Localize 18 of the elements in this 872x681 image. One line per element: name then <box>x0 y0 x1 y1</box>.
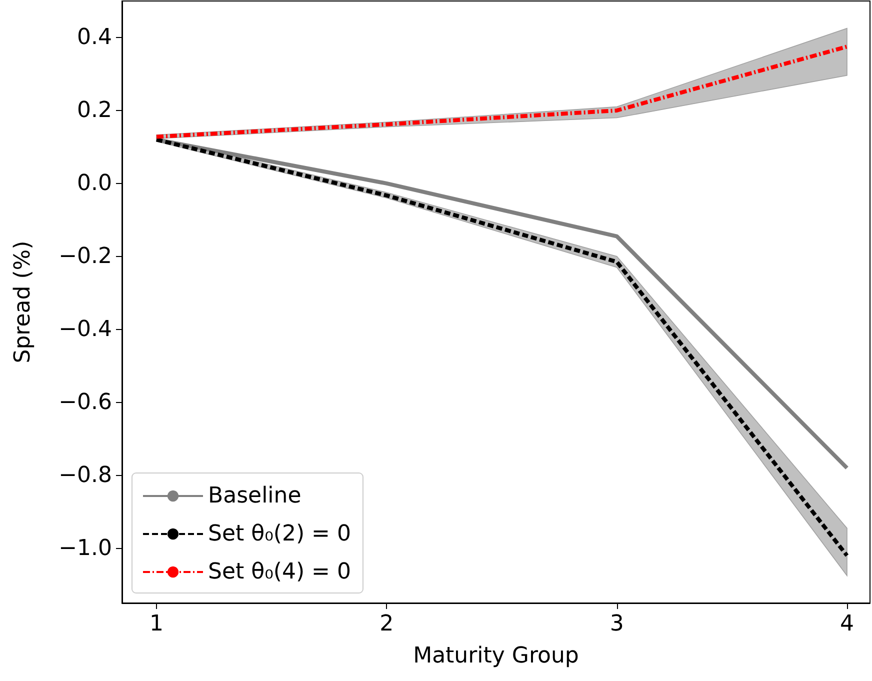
y-tick-label: −1.0 <box>58 536 112 561</box>
x-tick-label: 1 <box>150 612 164 636</box>
x-tick-label: 3 <box>610 612 624 636</box>
legend-label: Set θ₀(2) = 0 <box>208 522 351 546</box>
legend-label: Baseline <box>208 484 302 508</box>
legend-label: Set θ₀(4) = 0 <box>208 560 351 584</box>
x-tick-label: 2 <box>380 612 394 636</box>
y-tick-label: 0.4 <box>77 24 112 50</box>
y-tick-label: −0.8 <box>58 462 112 488</box>
y-tick-label: −0.2 <box>58 244 112 269</box>
y-tick-label: −0.4 <box>58 316 112 342</box>
line-series <box>154 44 849 139</box>
y-axis-title: Spread (%) <box>10 240 36 364</box>
y-tick-label: 0.0 <box>77 170 112 196</box>
x-axis-title: Maturity Group <box>413 644 579 668</box>
y-tick-label: 0.2 <box>77 98 112 123</box>
y-tick-label: −0.6 <box>58 390 112 415</box>
x-tick-label: 4 <box>840 612 854 636</box>
